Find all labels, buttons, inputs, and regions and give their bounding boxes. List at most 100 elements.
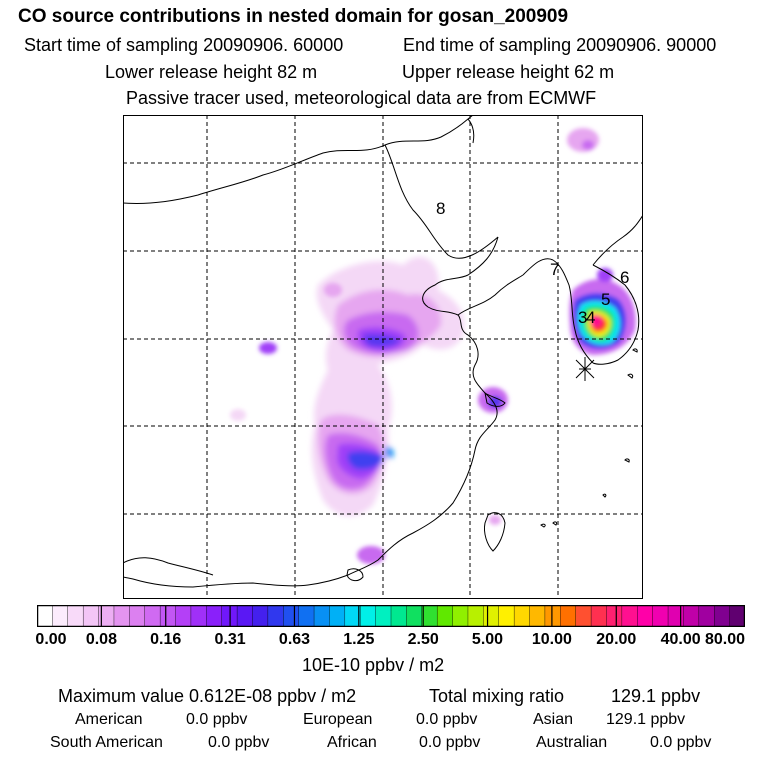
color-scale-unit: 10E-10 ppbv / m2: [302, 655, 445, 675]
color-scale-tick-label: 0.00: [35, 631, 67, 648]
start-time-label: Start time of sampling 20090906. 60000: [24, 35, 344, 55]
china-coastline: [123, 236, 499, 588]
yangtze-delta: [484, 391, 506, 407]
coastlines: [123, 115, 643, 588]
plume-blue: [363, 334, 401, 348]
color-scale-cell: [360, 605, 377, 627]
color-scale-bar: [37, 605, 745, 627]
bohai-coast: [457, 274, 524, 316]
plume-central-china: [311, 256, 465, 517]
color-scale-cell: [52, 605, 69, 627]
plume-cyan-spot: [384, 446, 394, 459]
korea-west-coast: [552, 259, 594, 364]
color-scale-cell: [637, 605, 654, 627]
color-scale-cell: [560, 605, 577, 627]
southwest-border: [123, 557, 214, 576]
lower-release-height-label: Lower release height 82 m: [105, 62, 318, 82]
color-scale-cell: [236, 605, 254, 627]
region-value-american: 0.0 ppbv: [186, 711, 248, 728]
color-scale-cell: [175, 605, 192, 627]
color-scale-tick-label: 0.08: [85, 631, 117, 648]
color-scale-cell: [206, 605, 223, 627]
color-scale-cell: [714, 605, 731, 627]
plume-korea-hotspot: [569, 268, 636, 355]
color-scale-cell: [37, 605, 53, 627]
color-scale-cell: [421, 605, 438, 627]
color-scale-tick-label: 20.00: [596, 631, 637, 648]
korea-east-coast: [592, 264, 640, 365]
color-scale-cell: [652, 605, 669, 627]
plume-northeast: [567, 128, 599, 152]
region-name-australian: Australian: [536, 734, 608, 751]
color-scale-cell: [698, 605, 715, 627]
korea-magenta-core: [590, 315, 602, 327]
color-scale-cell: [529, 605, 546, 627]
region-value-european: 0.0 ppbv: [416, 711, 478, 728]
color-scale-cell: [498, 605, 515, 627]
plume-south-coast: [357, 546, 385, 564]
color-scale-cell: [452, 605, 469, 627]
manchuria-border: [384, 144, 499, 259]
region-label-7: 7: [550, 260, 559, 279]
color-scale-cell: [283, 605, 300, 627]
region-label-5: 5: [601, 290, 610, 309]
upper-release-height-label: Upper release height 62 m: [402, 62, 615, 82]
region-value-african: 0.0 ppbv: [419, 734, 481, 751]
color-scale-cell: [113, 605, 130, 627]
color-scale-cell: [544, 605, 561, 627]
region-label-6: 6: [620, 268, 629, 287]
hainan: [346, 568, 364, 582]
taiwan: [484, 512, 506, 552]
color-scale-cell: [513, 605, 531, 627]
plume-north: [324, 283, 342, 297]
map-title: CO source contributions in nested domain…: [18, 6, 569, 27]
plume-northeast-core: [582, 140, 594, 150]
color-scale-cell: [67, 605, 84, 627]
color-scale-cell: [590, 605, 608, 627]
color-scale-cell: [606, 605, 623, 627]
color-scale-cell: [390, 605, 407, 627]
region-label-3: 3: [578, 308, 587, 327]
color-scale-cell: [267, 605, 284, 627]
color-scale-cells: [37, 605, 745, 627]
region-label-4: 4: [586, 308, 595, 327]
plume-west-spot: [259, 342, 277, 354]
plume-southwest: [230, 409, 246, 421]
color-scale-cell: [436, 605, 454, 627]
total-mixing-ratio-value: 129.1 ppbv: [611, 686, 701, 706]
korea-north-spot: [597, 268, 613, 282]
korea-border: [467, 118, 475, 144]
color-scale-cell: [82, 605, 100, 627]
region-name-south-american: South American: [50, 734, 163, 751]
color-scale-cell: [467, 605, 484, 627]
color-scale-cell: [129, 605, 146, 627]
color-scale-tick-label: 0.63: [278, 631, 311, 648]
sea-coast-north: [522, 214, 643, 276]
color-scale-cell: [621, 605, 638, 627]
color-scale-tick-label: 1.25: [343, 631, 375, 648]
color-scale-major-dividers: [100, 605, 682, 627]
plume-blue-south: [347, 451, 385, 470]
region-name-american: American: [75, 711, 143, 728]
maximum-value-label: Maximum value 0.612E-08 ppbv / m2: [58, 686, 357, 706]
region-name-asian: Asian: [533, 711, 574, 728]
color-scale-tick-label: 2.50: [407, 631, 439, 648]
color-scale-tick-label: 5.00: [471, 631, 504, 648]
color-scale-tick-label: 0.16: [150, 631, 182, 648]
color-scale-cell: [252, 605, 269, 627]
region-value-south-american: 0.0 ppbv: [208, 734, 270, 751]
source-contribution-map: 8 7 6 5 3 4: [123, 115, 643, 599]
color-scale-cell: [298, 605, 315, 627]
color-scale-cell: [729, 605, 745, 627]
region-label-8: 8: [436, 199, 445, 218]
end-time-label: End time of sampling 20090906. 90000: [403, 35, 717, 55]
color-scale-cell: [329, 605, 346, 627]
color-scale-tick-label: 10.00: [531, 631, 572, 648]
region-name-african: African: [327, 734, 377, 751]
color-scale-cell: [483, 605, 500, 627]
asterisk-icon: [575, 357, 595, 381]
region-name-european: European: [303, 711, 373, 728]
color-scale-cell: [406, 605, 423, 627]
color-scale-cell: [375, 605, 392, 627]
color-scale-cell: [667, 605, 685, 627]
